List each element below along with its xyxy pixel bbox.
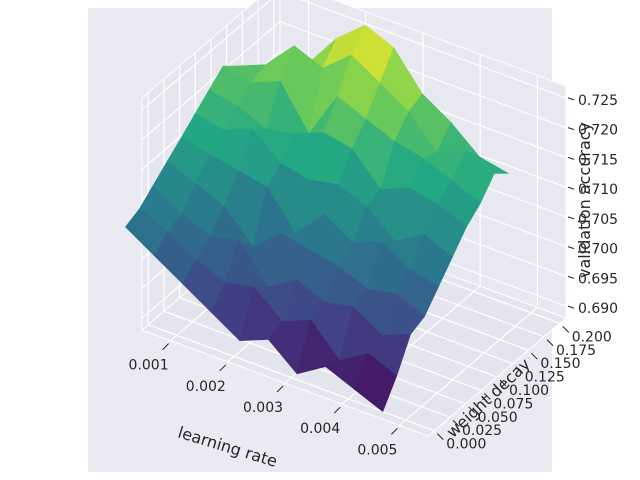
grid-line-y-floor — [148, 324, 435, 432]
y-tick-label: 0.050 — [478, 410, 518, 426]
tick-mark — [162, 343, 169, 350]
y-tick-label: 0.125 — [525, 370, 565, 386]
grid-line-z-side — [300, 0, 567, 99]
tick-mark — [219, 364, 227, 372]
tick-mark — [391, 428, 398, 435]
y-tick-label: 0.175 — [556, 343, 596, 359]
z-tick-label: 0.725 — [578, 93, 618, 109]
surface-face — [353, 353, 398, 412]
y-tick-label: 0.025 — [462, 423, 502, 439]
x-tick-label: 0.002 — [186, 379, 226, 395]
surface-plot — [125, 24, 509, 412]
grid-line-z-back — [141, 21, 281, 141]
z-tick-label: 0.720 — [578, 123, 618, 139]
x-tick-label: 0.004 — [300, 421, 340, 437]
z-tick-label: 0.700 — [578, 242, 618, 258]
tick-mark — [567, 246, 575, 250]
tick-mark — [436, 433, 444, 440]
tick-mark — [546, 339, 554, 347]
tick-mark — [276, 385, 284, 393]
grid-line-z-side — [279, 21, 567, 129]
tick-mark — [333, 406, 341, 414]
axis-ticks: 0.001 0.002 0.003 0.004 0.005 0.0000.0250.050… — [129, 93, 619, 458]
tick-mark — [567, 97, 575, 101]
tick-mark — [499, 379, 507, 387]
y-tick-label: 0.100 — [509, 383, 549, 399]
x-tick-label: 0.003 — [243, 400, 283, 416]
tick-mark — [483, 393, 491, 400]
z-tick-label: 0.715 — [578, 152, 618, 168]
tick-mark — [452, 419, 460, 427]
tick-mark — [567, 275, 575, 279]
tick-mark — [567, 305, 575, 309]
grid-line-z-back — [141, 0, 272, 111]
z-tick-label: 0.705 — [578, 212, 618, 228]
tick-mark — [567, 186, 575, 190]
y-tick-label: 0.200 — [572, 329, 612, 345]
y-tick-label: 0.150 — [540, 356, 580, 372]
tick-mark — [567, 127, 575, 131]
tick-mark — [567, 156, 575, 160]
tick-mark — [515, 366, 523, 373]
x-tick-label: 0.001 — [129, 358, 169, 374]
z-tick-label: 0.710 — [578, 182, 618, 198]
tick-mark — [562, 326, 570, 333]
y-tick-label: 0.000 — [446, 437, 486, 453]
y-tick-label: 0.075 — [493, 396, 533, 412]
tick-mark — [468, 406, 475, 414]
z-axis-label: validation accuracy — [575, 122, 594, 278]
z-tick-label: 0.690 — [578, 301, 618, 317]
tick-mark — [567, 216, 575, 220]
tick-mark — [531, 352, 538, 360]
z-tick-label: 0.695 — [578, 271, 618, 287]
x-tick-label: 0.005 — [357, 442, 397, 458]
